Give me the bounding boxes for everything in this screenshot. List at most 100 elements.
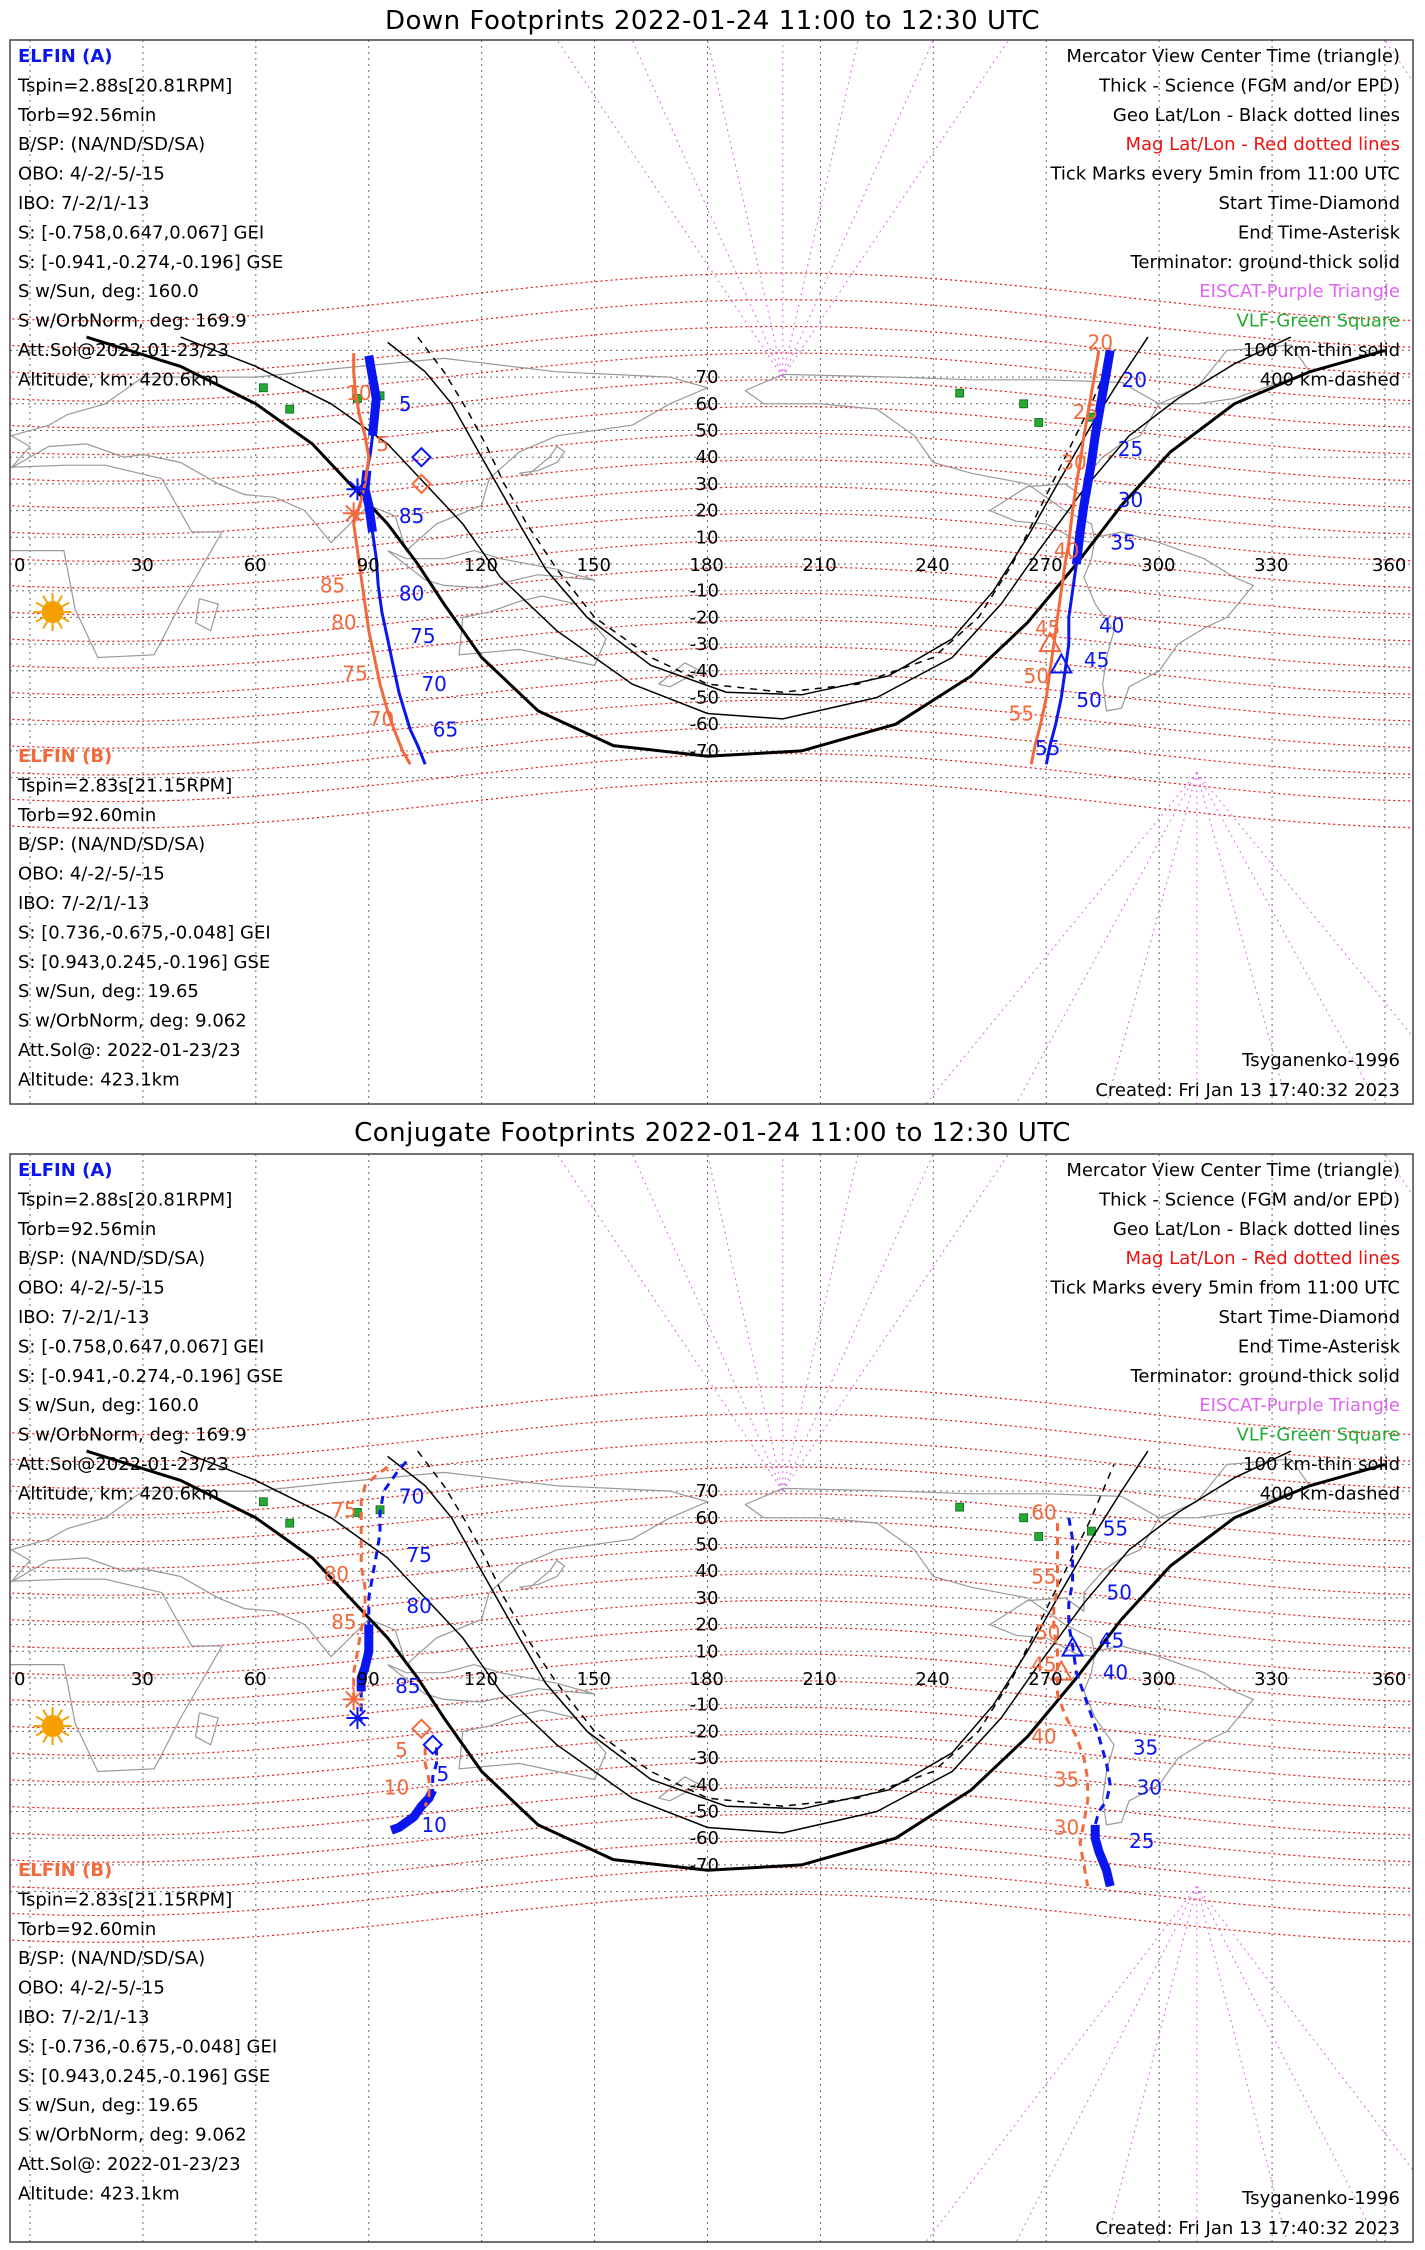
coastline	[10, 1578, 224, 1773]
elfin-a-info-line: B/SP: (NA/ND/SD/SA)	[18, 1248, 205, 1269]
mag-parallel	[10, 325, 1413, 376]
elfin-a-track-americas-science	[1090, 1824, 1115, 1888]
coastline	[744, 373, 1161, 544]
lat-axis-label: 60	[696, 394, 719, 415]
model-label: Tsyganenko-1996	[1241, 1050, 1400, 1071]
elfin-a-info-line: S: [-0.758,0.647,0.067] GEI	[18, 1336, 264, 1357]
coastline	[387, 1663, 595, 1703]
elfin-a-info-line: Altitude, km: 420.6km	[18, 1483, 219, 1504]
track-tick-label: 30	[1061, 451, 1086, 475]
track-tick-label: 85	[395, 1674, 420, 1698]
lon-axis-label: 0	[14, 555, 25, 576]
elfin-a-info-line: S: [-0.941,-0.274,-0.196] GSE	[18, 252, 283, 273]
mag-parallel	[10, 539, 1413, 589]
mag-meridian	[1196, 1885, 1413, 2171]
track-tick-label: 85	[320, 573, 345, 597]
mag-parallel	[10, 1386, 1413, 1436]
vlf-station-marker	[955, 1502, 965, 1512]
elfin-a-track-asia-science	[356, 1624, 374, 1692]
lon-axis-label: 180	[690, 1669, 724, 1690]
track-tick-label: 85	[331, 1610, 356, 1634]
elfin-b-info-line: S w/Sun, deg: 19.65	[18, 981, 199, 1002]
elfin-a-track-south-science	[389, 1788, 437, 1835]
track-tick-label: 35	[1133, 1735, 1158, 1759]
lat-axis-label: -20	[690, 607, 719, 628]
mag-meridian	[925, 1885, 1198, 2242]
lon-axis-label: 120	[464, 555, 498, 576]
mag-meridian	[1015, 1886, 1198, 2242]
track-tick-label: 20	[1088, 330, 1113, 354]
mag-parallel	[10, 699, 1413, 749]
elfin-a-info-line: S w/Sun, deg: 160.0	[18, 281, 199, 302]
elfin-a-track-asia-science	[364, 354, 381, 437]
mag-parallel	[10, 1733, 1413, 1783]
elfin-a-info-line: S w/OrbNorm, deg: 169.9	[18, 1425, 247, 1446]
track-tick-label: 80	[331, 611, 356, 635]
elfin-b-info-line: S: [0.736,-0.675,-0.048] GEI	[18, 922, 271, 943]
lon-axis-label: 150	[577, 555, 611, 576]
track-tick-label: 40	[1099, 613, 1124, 637]
vlf-station-marker	[258, 1497, 268, 1507]
terminator-line	[86, 335, 1386, 758]
elfin-a-info-line: OBO: 4/-2/-5/-15	[18, 164, 165, 185]
mag-parallel	[10, 1706, 1413, 1757]
elfin-a-info-line: B/SP: (NA/ND/SD/SA)	[18, 134, 205, 155]
coastline	[1083, 1645, 1255, 1826]
mag-parallel	[10, 619, 1413, 669]
legend-mercator: Mercator View Center Time (triangle)	[1066, 46, 1400, 67]
mag-parallel	[10, 1466, 1413, 1516]
elfin-b-info-line: B/SP: (NA/ND/SD/SA)	[18, 1948, 205, 1969]
mag-parallel	[10, 1893, 1413, 1943]
lat-axis-label: 60	[696, 1508, 719, 1529]
elfin-b-info-line: B/SP: (NA/ND/SD/SA)	[18, 834, 205, 855]
mag-meridian	[782, 40, 1010, 378]
panel-title: Down Footprints 2022-01-24 11:00 to 12:3…	[384, 6, 1041, 36]
mag-meridian	[556, 1154, 784, 1492]
elfin-b-info-line: S w/OrbNorm, deg: 9.062	[18, 2125, 247, 2146]
mag-grid	[10, 272, 1413, 829]
elfin-b-info-line: S: [0.943,0.245,-0.196] GSE	[18, 952, 270, 973]
mag-parallel	[10, 672, 1413, 723]
track-tick-label: 10	[384, 1775, 409, 1799]
vlf-station-marker	[1019, 399, 1029, 409]
track-tick-label: 35	[1054, 1767, 1079, 1791]
coastline	[194, 598, 219, 632]
lat-axis-label: 70	[696, 367, 719, 388]
track-tick-label: 50	[1024, 664, 1049, 688]
geo-grid	[10, 1154, 1413, 2242]
track-tick-label: 70	[399, 1484, 424, 1508]
lat-axis-label: 40	[696, 1561, 719, 1582]
coastline	[519, 445, 566, 477]
track-tick-label: 85	[399, 504, 424, 528]
track-tick-label: 75	[342, 661, 367, 685]
lon-axis-label: 300	[1141, 1669, 1175, 1690]
lat-axis-label: -30	[690, 634, 719, 655]
elfin-b-track-asia	[352, 353, 371, 501]
elfin-a-label: ELFIN (A)	[18, 1160, 112, 1181]
mag-parallel	[10, 1840, 1413, 1890]
mag-meridian	[782, 40, 934, 378]
elfin-a-label: ELFIN (A)	[18, 46, 112, 67]
legend-vlf: VLF-Green Square	[1237, 311, 1400, 332]
elfin-b-track-south	[423, 1747, 431, 1807]
lat-axis-label: -50	[690, 1802, 719, 1823]
coastline	[744, 1487, 1161, 1658]
lon-axis-label: 270	[1028, 555, 1062, 576]
legend-end: End Time-Asterisk	[1238, 1336, 1401, 1357]
track-tick-label: 35	[1110, 531, 1135, 555]
track-tick-label: 60	[1031, 1500, 1056, 1524]
elfin-a-info-line: S: [-0.941,-0.274,-0.196] GSE	[18, 1366, 283, 1387]
elfin-a-end-asterisk	[346, 478, 369, 501]
legend-km100: 100 km-thin solid	[1243, 1454, 1400, 1475]
elfin-a-start-diamond	[422, 1734, 444, 1756]
mag-meridian	[1196, 1886, 1288, 2242]
sun-disk	[41, 1715, 64, 1738]
mag-meridian	[1105, 1886, 1198, 2242]
mag-meridian	[556, 40, 784, 378]
track-tick-label: 30	[1118, 488, 1143, 512]
mag-parallel	[10, 566, 1413, 616]
mag-parallel	[10, 1439, 1413, 1490]
track-tick-label: 5	[376, 432, 389, 456]
